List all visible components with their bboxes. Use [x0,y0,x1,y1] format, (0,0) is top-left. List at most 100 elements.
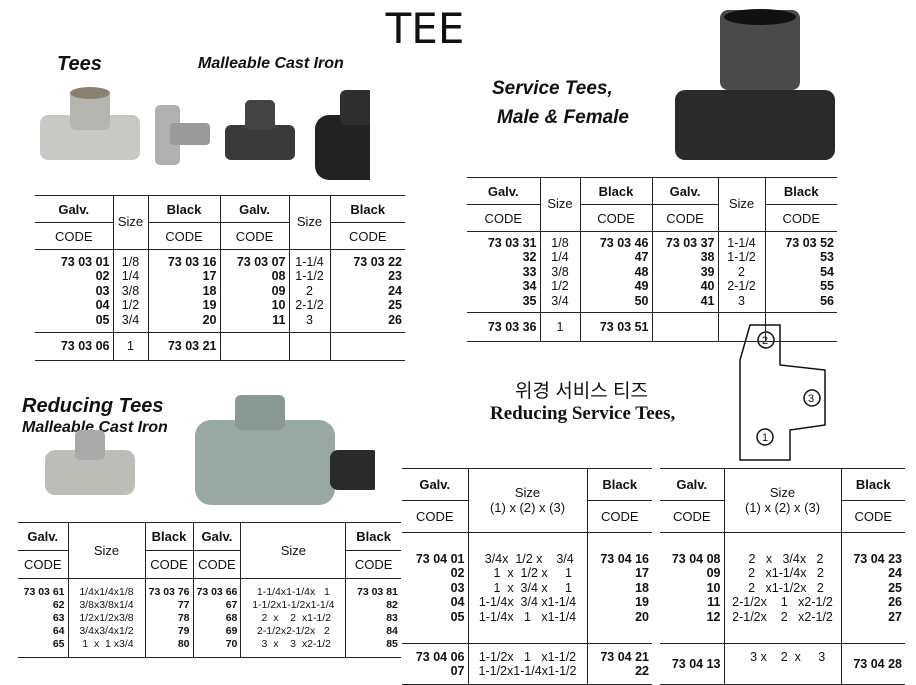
black-header: Black [579,177,652,205]
black-code-cell: 73 03 51 [579,312,652,342]
table-reducing-table: Galv. Size Black Galv. Size Black CODE CODE CODE… [18,522,401,658]
galv-header: Galv. [219,195,289,223]
black-code-cell: 73 03 76 77 78 79 80 [144,578,193,658]
empty-cell [651,312,718,342]
tees-heading: Tees [57,53,102,75]
table-row: 73 03 36 1 73 03 51 [467,312,837,342]
black-header: Black [840,468,905,501]
size-cell: 1/8 1/4 3/8 1/2 3/4 [112,249,148,333]
black-code-cell: 73 03 46 47 48 49 50 [579,231,652,313]
stainless-tee-image [155,105,210,165]
size-cell: 1-1/4x1-1/4x 1 1-1/2x1-1/2x1-1/4 2 x 2 x… [240,578,346,658]
galv-code-cell: 73 04 06 07 [402,643,468,685]
tees-photos [40,87,370,180]
code-header: CODE [586,500,652,533]
size-cell: 1-1/4 1-1/2 2 2-1/2 3 [717,231,765,313]
galv-code-cell: 73 03 61 62 63 64 65 [18,578,68,658]
reducing-service-tees-heading: Reducing Service Tees, [490,403,676,424]
size-cell: 1 [112,332,148,361]
empty-cell [329,332,405,361]
table-row: 73 03 01 02 03 04 05 1/8 1/4 3/8 1/2 3/4 7… [35,249,405,333]
black-code-cell: 73 04 16 17 18 19 20 [586,532,652,644]
size-header: Size (1) x (2) x (3) [723,468,841,533]
code-header: CODE [764,204,837,232]
black-header: Black [345,522,401,551]
size-header: Size [240,522,346,579]
empty-cell [219,332,289,361]
code-header: CODE [23,557,62,572]
code-header: CODE [144,550,193,579]
code-header: CODE [484,210,523,226]
size-header: Size [539,177,580,232]
galv-code-cell: 73 04 13 [660,643,724,685]
galv-header: Galv. [18,522,68,551]
galv-header: Galv. [467,177,540,205]
code-header: CODE [54,228,93,244]
code-header: CODE [345,550,401,579]
empty-cell [717,312,765,342]
code-header: CODE [415,509,454,524]
galv-code-cell: 73 03 01 02 03 04 05 [35,249,113,333]
black-header: Black [586,468,652,501]
service-tee-image [675,9,835,160]
black-tee-small-image [225,100,295,160]
galv-code-cell: 73 04 08 09 10 11 12 [660,532,724,644]
black-header: Black [144,522,193,551]
code-header: CODE [840,500,905,533]
table-tees-table: Galv. Size Black Galv. Size Black CODE CODE CODE… [35,195,405,361]
black-tee-large-image [315,90,370,180]
table-rs2-table: Galv. Size (1) x (2) x (3) Black CODE CODE 73… [660,468,905,685]
svg-text:3: 3 [808,393,814,405]
black-code-cell: 73 03 81 82 83 84 85 [345,578,401,658]
galv-code-cell: 73 03 06 [35,332,113,361]
galv-code-cell: 73 03 37 38 39 40 41 [651,231,718,313]
reducing-tees-subheading: Malleable Cast Iron [22,419,168,436]
table-row: 73 03 31 32 33 34 35 1/8 1/4 3/8 1/2 3/4 7… [467,231,837,313]
code-header: CODE [579,204,652,232]
service-tees-heading: Service Tees, [492,78,613,99]
size-header: Size [67,522,145,579]
code-header: CODE [147,222,220,250]
size-cell: 3/4x 1/2 x 3/4 1 x 1/2 x 1 1 x 3/4 x 1 1… [467,532,587,644]
black-header: Black [764,177,837,205]
black-header: Black [147,195,220,223]
page-title: TEE [385,4,465,53]
size-cell: 1 [539,312,580,342]
galv-header: Galv. [35,195,113,223]
black-header: Black [329,195,405,223]
small-galvanized-reducing-tee-image [45,430,135,495]
table-service-table: Galv. Size Black Galv. Size Black CODE CODE CODE… [467,177,837,342]
size-cell: 3 x 2 x 3 [723,643,841,685]
size-header: Size [717,177,765,232]
galv-code-cell: 73 03 36 [467,312,540,342]
code-header: CODE [192,550,241,579]
table-rs1-table: Galv. Size (1) x (2) x (3) Black CODE CODE 73… [402,468,652,685]
galv-header: Galv. [192,522,241,551]
black-code-cell: 73 03 52 53 54 55 56 [764,231,837,313]
table-row: 73 03 06 1 73 03 21 [35,332,405,361]
table-row: 73 04 01 02 03 04 05 3/4x 1/2 x 3/4 1 x … [402,532,652,644]
black-code-cell: 73 03 16 17 18 19 20 [147,249,220,333]
size-cell: 2 x 3/4x 2 2 x1-1/4x 2 2 x1-1/2x 2 2-1/2… [723,532,841,644]
svg-text:1: 1 [762,432,768,444]
black-code-cell: 73 04 23 24 25 26 27 [840,532,905,644]
empty-cell [288,332,330,361]
table-row: 73 03 61 62 63 64 65 1/4x1/4x1/8 3/8x3/8x… [18,578,401,658]
table-row: 73 04 06 07 1-1/2x 1 x1-1/2 1-1/2x1-1/4x1… [402,643,652,685]
code-header: CODE [329,222,405,250]
size-cell: 1-1/4 1-1/2 2 2-1/2 3 [288,249,330,333]
galv-header: Galv. [660,468,724,501]
galv-code-cell: 73 04 01 02 03 04 05 [402,532,468,644]
size-header: Size (1) x (2) x (3) [467,468,587,533]
table-row: 73 04 13 3 x 2 x 3 73 04 28 [660,643,905,685]
black-code-cell: 73 03 22 23 24 25 26 [329,249,405,333]
table-row: 73 04 08 09 10 11 12 2 x 3/4x 2 2 x1-1/4… [660,532,905,644]
size-cell: 1/4x1/4x1/8 3/8x3/8x1/4 1/2x1/2x3/8 3/4x… [67,578,145,658]
galv-code-cell: 73 03 31 32 33 34 35 [467,231,540,313]
galv-code-cell: 73 03 07 08 09 10 11 [219,249,289,333]
tees-subheading: Malleable Cast Iron [198,55,344,72]
galv-header: Galv. [651,177,718,205]
black-code-cell: 73 03 21 [147,332,220,361]
size-header: Size [288,195,330,250]
galv-code-cell: 73 03 66 67 68 69 70 [192,578,241,658]
